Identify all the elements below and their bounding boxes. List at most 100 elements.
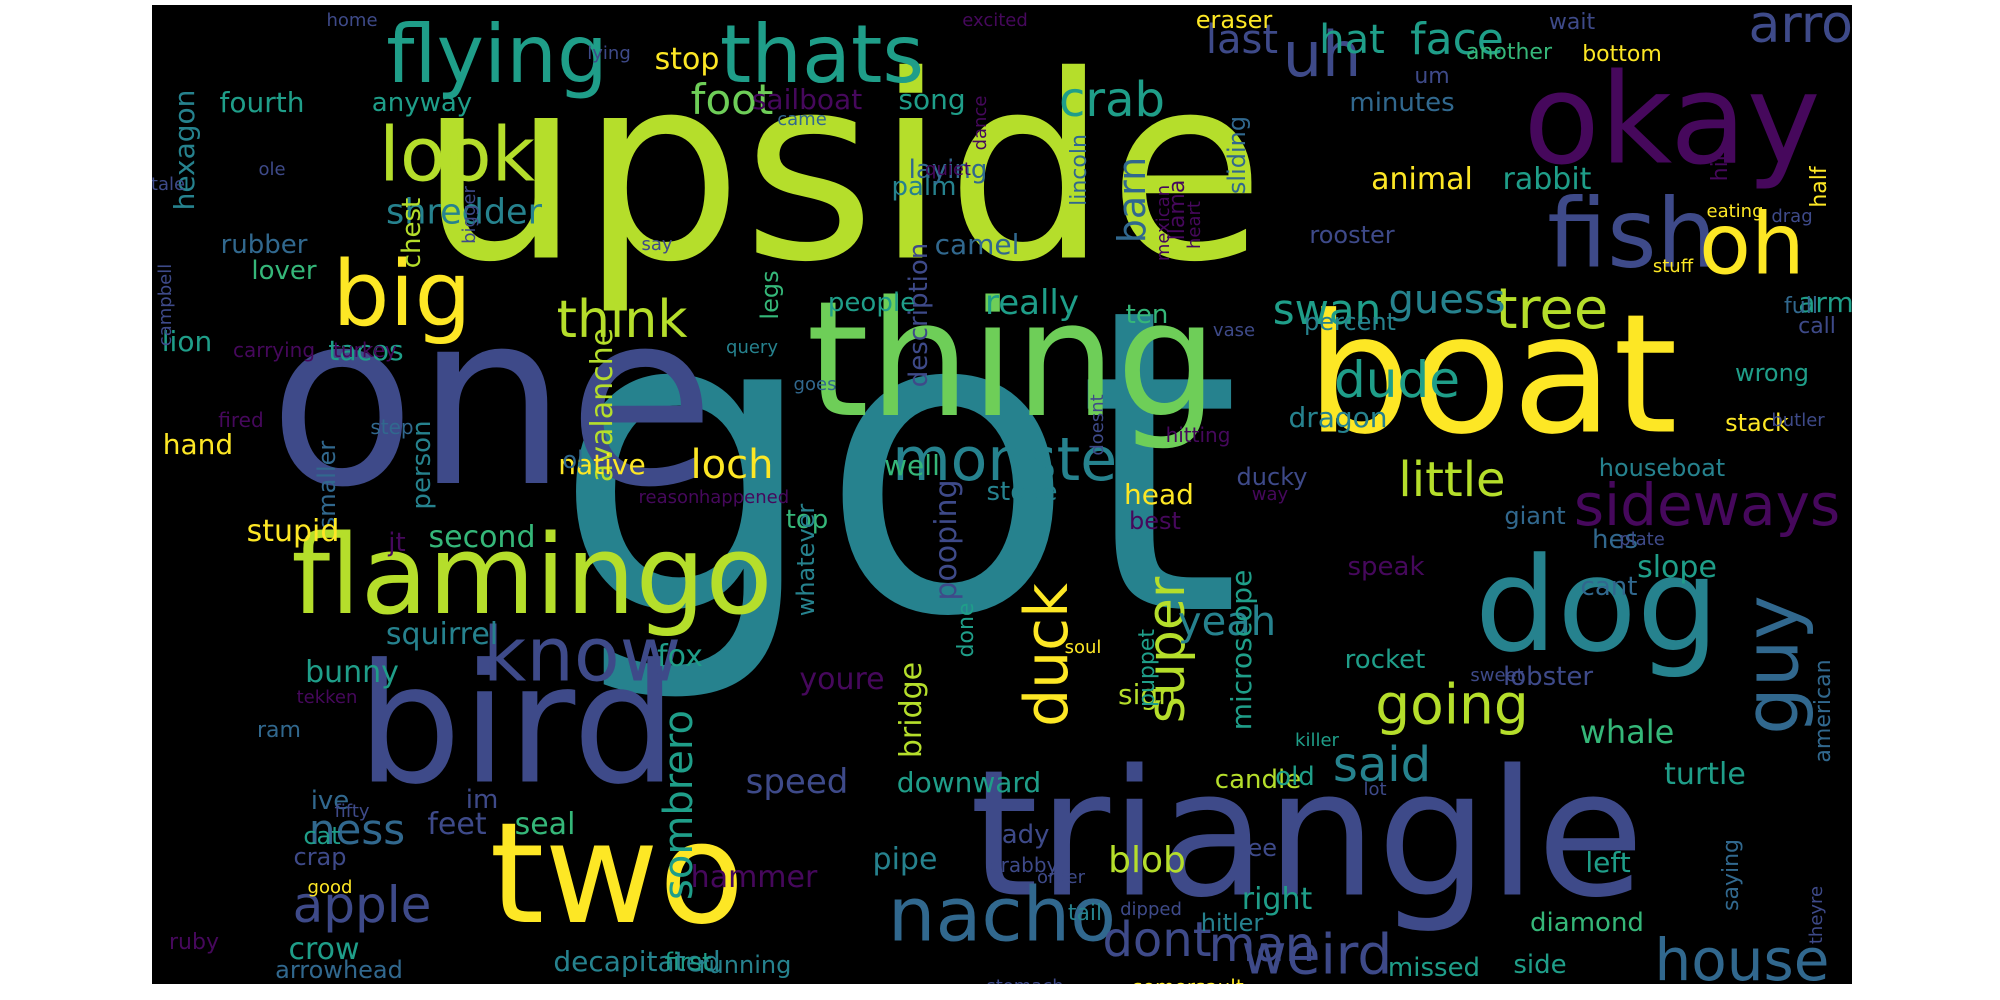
word-query: query: [726, 337, 778, 358]
word-monster: monster: [892, 425, 1142, 495]
word-foot: foot: [690, 75, 774, 124]
word-running: running: [698, 951, 792, 979]
word-american: american: [1811, 659, 1836, 763]
word-dipped: dipped: [1120, 899, 1182, 920]
word-guy: guy: [1727, 595, 1816, 735]
word-doesnt: doesnt: [1087, 394, 1108, 456]
word-tree: tree: [1495, 277, 1609, 342]
word-rabbit: rabbit: [1502, 162, 1592, 197]
word-sailboat: sailboat: [751, 83, 863, 116]
word-bridge: bridge: [894, 661, 929, 759]
word-ruby: ruby: [169, 930, 219, 955]
word-bottom: bottom: [1582, 42, 1662, 67]
word-vase: vase: [1212, 320, 1256, 341]
word-candle: candle: [1214, 765, 1302, 795]
word-rocket: rocket: [1344, 645, 1426, 675]
word-missed: missed: [1387, 953, 1481, 983]
word-mexican: mexican: [1153, 184, 1174, 262]
word-pooping: pooping: [929, 479, 964, 601]
word-eraser: eraser: [1195, 6, 1273, 34]
word-hand: hand: [162, 428, 234, 461]
word-loch: loch: [690, 442, 774, 488]
word-goes: goes: [793, 374, 837, 395]
word-cloud: got upside one triangle boat bird thing two okay…: [152, 5, 1852, 984]
word-upside: upside: [419, 21, 1265, 319]
word-plate: plate: [1619, 529, 1665, 550]
word-hat: hat: [1319, 17, 1385, 63]
word-ten: ten: [1125, 300, 1169, 330]
word-theyre: theyre: [1806, 885, 1827, 945]
word-soul: soul: [1064, 637, 1102, 658]
word-puppet: puppet: [1135, 629, 1160, 707]
word-turkey: turkey: [333, 338, 397, 362]
word-reason: reason: [638, 487, 700, 508]
word-flamingo: flamingo: [291, 511, 773, 639]
word-thats: thats: [719, 8, 925, 101]
word-shredder: shredder: [386, 192, 542, 233]
word-look: look: [378, 110, 536, 199]
word-rubber: rubber: [220, 230, 308, 260]
word-campbell: campbell: [155, 263, 176, 347]
word-arm: arm: [1798, 286, 1852, 319]
word-fourth: fourth: [219, 86, 305, 119]
word-feet: feet: [427, 807, 487, 842]
word-um: um: [1414, 64, 1450, 89]
word-drag: drag: [1771, 206, 1813, 227]
word-top: top: [785, 505, 829, 535]
word-rooster: rooster: [1309, 221, 1395, 249]
word-little: little: [1398, 452, 1506, 508]
word-home: home: [326, 10, 378, 31]
word-flying: flying: [386, 8, 608, 101]
word-lot: lot: [1363, 779, 1387, 800]
word-really: really: [985, 283, 1079, 323]
word-youre: youre: [799, 662, 885, 697]
word-lion: lion: [161, 325, 213, 358]
word-left: left: [1585, 846, 1631, 879]
word-dance: dance: [970, 95, 991, 151]
word-sliding: sliding: [1223, 115, 1251, 195]
word-order: order: [1037, 867, 1085, 888]
word-hitting: hitting: [1165, 423, 1231, 447]
word-okay: okay: [1523, 47, 1821, 193]
word-see: see: [1234, 834, 1278, 862]
word-head: head: [1124, 478, 1194, 511]
word-pipe: pipe: [872, 842, 938, 877]
word-man: man: [1208, 917, 1316, 973]
word-hit: hit: [1708, 152, 1733, 182]
word-arrowhead: arrowhead: [275, 956, 403, 984]
word-wrong: wrong: [1734, 359, 1810, 387]
word-big: big: [332, 242, 472, 347]
word-think: think: [556, 290, 688, 350]
word-going: going: [1375, 672, 1529, 737]
word-right: right: [1241, 882, 1313, 917]
word-giant: giant: [1504, 502, 1566, 530]
word-cat: cat: [303, 822, 341, 850]
word-carrying: carrying: [232, 338, 316, 362]
word-another: another: [1465, 40, 1553, 65]
word-half: half: [1807, 166, 1832, 208]
word-ol: ol: [562, 446, 584, 474]
word-lincoln: lincoln: [1067, 134, 1092, 206]
word-crabby: crabby: [989, 853, 1059, 877]
word-bunny: bunny: [305, 655, 399, 690]
word-crow: crow: [288, 932, 360, 967]
word-dont: dont: [1102, 912, 1212, 968]
word-stomach: stomach: [986, 978, 1063, 985]
word-second: second: [428, 520, 536, 555]
word-first: first: [664, 948, 712, 976]
word-saying: saying: [1719, 839, 1744, 911]
word-anyway: anyway: [371, 88, 473, 118]
word-tail: tail: [1067, 901, 1103, 926]
word-turtle: turtle: [1664, 757, 1746, 792]
word-last: last: [1205, 17, 1279, 63]
word-one: one: [268, 260, 716, 540]
word-slope: slope: [1637, 550, 1717, 585]
word-said: said: [1332, 737, 1432, 793]
word-ducky: ducky: [1236, 463, 1308, 491]
word-know: know: [482, 610, 682, 699]
word-old: old: [1275, 762, 1315, 792]
word-chest: chest: [397, 197, 427, 269]
word-yeah: yeah: [1177, 599, 1277, 645]
word-ram: ram: [257, 718, 301, 743]
word-cant: cant: [1580, 572, 1638, 602]
